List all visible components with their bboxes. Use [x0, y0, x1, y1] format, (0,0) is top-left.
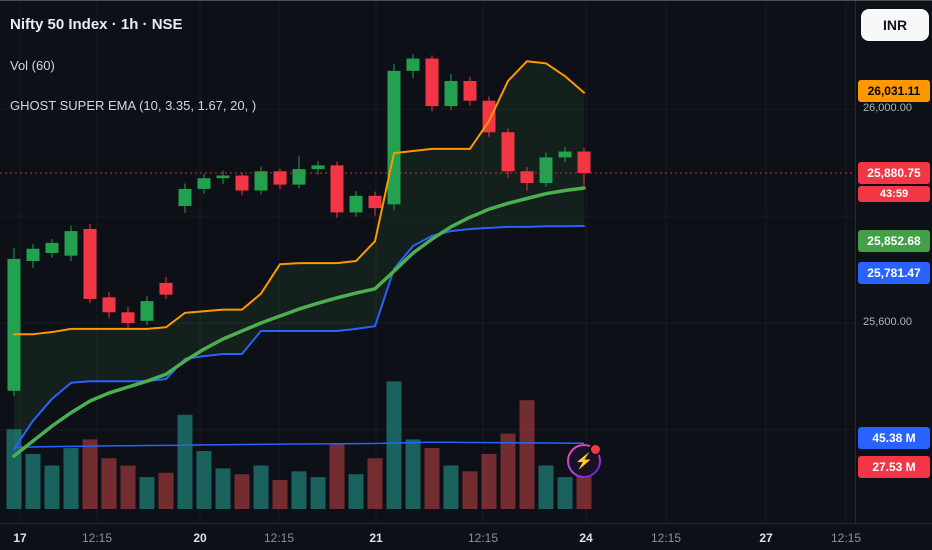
grid-lines — [0, 1, 855, 523]
volume-current-value: 27.53 M — [858, 456, 930, 478]
chart-canvas[interactable]: Nifty 50 Index · 1h · NSE Vol (60) GHOST… — [0, 1, 855, 523]
time-axis[interactable]: 17 12:15 20 12:15 21 12:15 24 12:15 27 12:15 — [0, 523, 932, 550]
notification-dot — [589, 443, 602, 456]
candlestick-series — [7, 54, 591, 397]
ema-mid-line — [12, 186, 586, 458]
time-axis-label: 27 — [759, 531, 773, 545]
time-axis-label: 17 — [13, 531, 27, 545]
time-axis-label: 12:15 — [830, 531, 862, 545]
time-axis-label: 12:15 — [650, 531, 682, 545]
time-axis-label: 20 — [193, 531, 207, 545]
price-axis[interactable]: 26,000.00 25,600.00 26,031.11 25,880.75 43:5… — [855, 1, 932, 523]
bar-countdown: 43:59 — [858, 186, 930, 202]
time-axis-label: 12:15 — [81, 531, 113, 545]
price-axis-tick: 26,000.00 — [863, 102, 912, 115]
ema-lower-value: 25,781.47 — [858, 262, 930, 284]
ema-band-fill — [14, 61, 584, 450]
time-axis-label: 12:15 — [467, 531, 499, 545]
volume-ma-value: 45.38 M — [858, 427, 930, 449]
last-price-value: 25,880.75 — [858, 162, 930, 184]
time-axis-label: 24 — [579, 531, 593, 545]
volume-ma-line — [13, 441, 585, 449]
chart-plot[interactable] — [0, 1, 855, 523]
time-axis-label: 12:15 — [263, 531, 295, 545]
time-axis-label: 21 — [369, 531, 383, 545]
currency-button[interactable]: INR — [861, 9, 929, 41]
volume-series — [6, 381, 592, 509]
ema-mid-value: 25,852.68 — [858, 230, 930, 252]
ema-upper-line — [13, 60, 585, 336]
ema-upper-value: 26,031.11 — [858, 80, 930, 102]
flash-badge[interactable]: ⚡ — [567, 443, 602, 478]
ema-lower-line — [13, 225, 585, 451]
price-axis-tick: 25,600.00 — [863, 315, 912, 328]
